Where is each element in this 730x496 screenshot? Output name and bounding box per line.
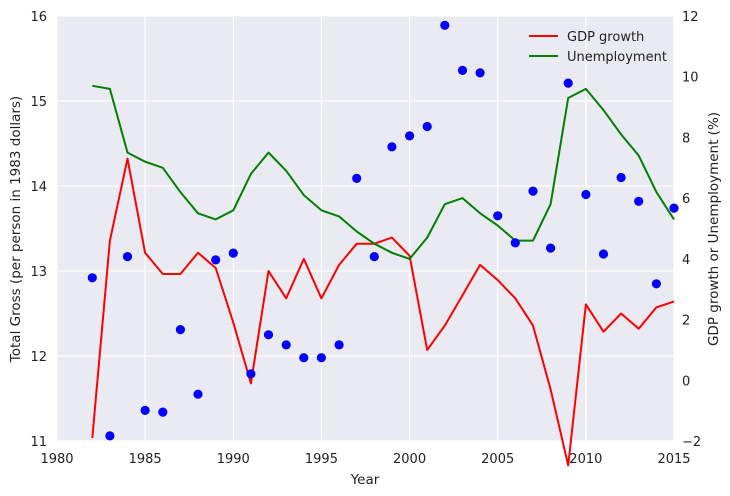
- x-tick-label: 1980: [40, 452, 73, 467]
- y-right-tick-label: 12: [682, 10, 699, 25]
- y-left-tick-label: 11: [30, 435, 47, 450]
- scatter-point: [440, 20, 450, 30]
- scatter-point: [211, 255, 221, 265]
- scatter-point: [387, 142, 397, 152]
- scatter-point: [281, 340, 291, 350]
- y-left-tick-label: 15: [30, 95, 47, 110]
- y-left-tick-label: 12: [30, 350, 47, 365]
- y-right-tick-label: 10: [682, 71, 699, 86]
- scatter-point: [246, 369, 256, 379]
- y-left-tick-label: 14: [30, 180, 47, 195]
- y-left-tick-labels: 11 12 13 14 15 16: [30, 10, 47, 450]
- x-tick-labels: 1980 1985 1990 1995 2000 2005 2010 2015: [40, 452, 690, 467]
- scatter-point: [581, 189, 591, 200]
- scatter-point: [228, 248, 238, 258]
- scatter-point: [352, 173, 362, 183]
- gdp-growth-line: [91, 157, 675, 467]
- scatter-point: [651, 279, 662, 289]
- scatter-point: [528, 186, 538, 196]
- y-right-tick-label: 4: [682, 253, 690, 268]
- scatter-point: [616, 172, 626, 183]
- scatter-point: [369, 252, 379, 262]
- scatter-point: [263, 330, 274, 340]
- y-left-tick-label: 16: [30, 10, 47, 25]
- scatter-point: [405, 131, 415, 141]
- y-right-tick-label: 8: [682, 131, 690, 146]
- legend-label-unemployment: Unemployment: [567, 50, 667, 65]
- plot-background: [57, 16, 674, 441]
- x-tick-label: 1985: [129, 452, 162, 467]
- y-left-tick-label: 13: [30, 265, 47, 280]
- scatter-point: [634, 196, 644, 206]
- scatter-point: [193, 389, 203, 399]
- x-tick-label: 2010: [569, 452, 602, 467]
- unemployment-line: [92, 84, 675, 260]
- scatter-point: [316, 353, 326, 363]
- scatter-point: [140, 405, 150, 415]
- scatter-point: [122, 252, 133, 262]
- x-tick-label: 1995: [305, 452, 338, 467]
- y-right-axis-label: GDP growth or Unemployment (%): [706, 112, 722, 346]
- y-right-tick-label: 6: [682, 192, 690, 207]
- y-right-tick-labels: −2 0 2 4 6 8 10 12: [682, 10, 701, 450]
- y-right-tick-label: −2: [682, 435, 701, 450]
- x-tick-label: 2005: [481, 452, 514, 467]
- x-tick-label: 1990: [217, 452, 250, 467]
- series-lines: [91, 84, 675, 467]
- y-right-tick-label: 2: [682, 314, 690, 329]
- scatter-point: [158, 407, 168, 417]
- x-tick-label: 2000: [393, 452, 426, 467]
- scatter-points: [87, 20, 679, 441]
- legend-label-gdp: GDP growth: [567, 30, 644, 45]
- scatter-point: [299, 353, 309, 363]
- scatter-point: [475, 68, 485, 78]
- scatter-point: [546, 243, 556, 253]
- scatter-point: [457, 65, 468, 75]
- x-axis-label: Year: [350, 472, 380, 488]
- scatter-point: [87, 273, 97, 283]
- scatter-point: [175, 325, 185, 335]
- scatter-point: [510, 238, 520, 248]
- y-right-tick-label: 0: [682, 374, 690, 389]
- scatter-point: [334, 340, 344, 350]
- scatter-point: [563, 78, 573, 88]
- scatter-point: [493, 211, 503, 221]
- scatter-point: [669, 203, 679, 213]
- legend: GDP growth Unemployment: [529, 30, 667, 65]
- scatter-point: [105, 431, 115, 441]
- scatter-point: [422, 121, 432, 132]
- scatter-point: [598, 249, 609, 259]
- y-left-axis-label: Total Gross (per person in 1983 dollars): [8, 96, 24, 363]
- x-tick-label: 2015: [657, 452, 690, 467]
